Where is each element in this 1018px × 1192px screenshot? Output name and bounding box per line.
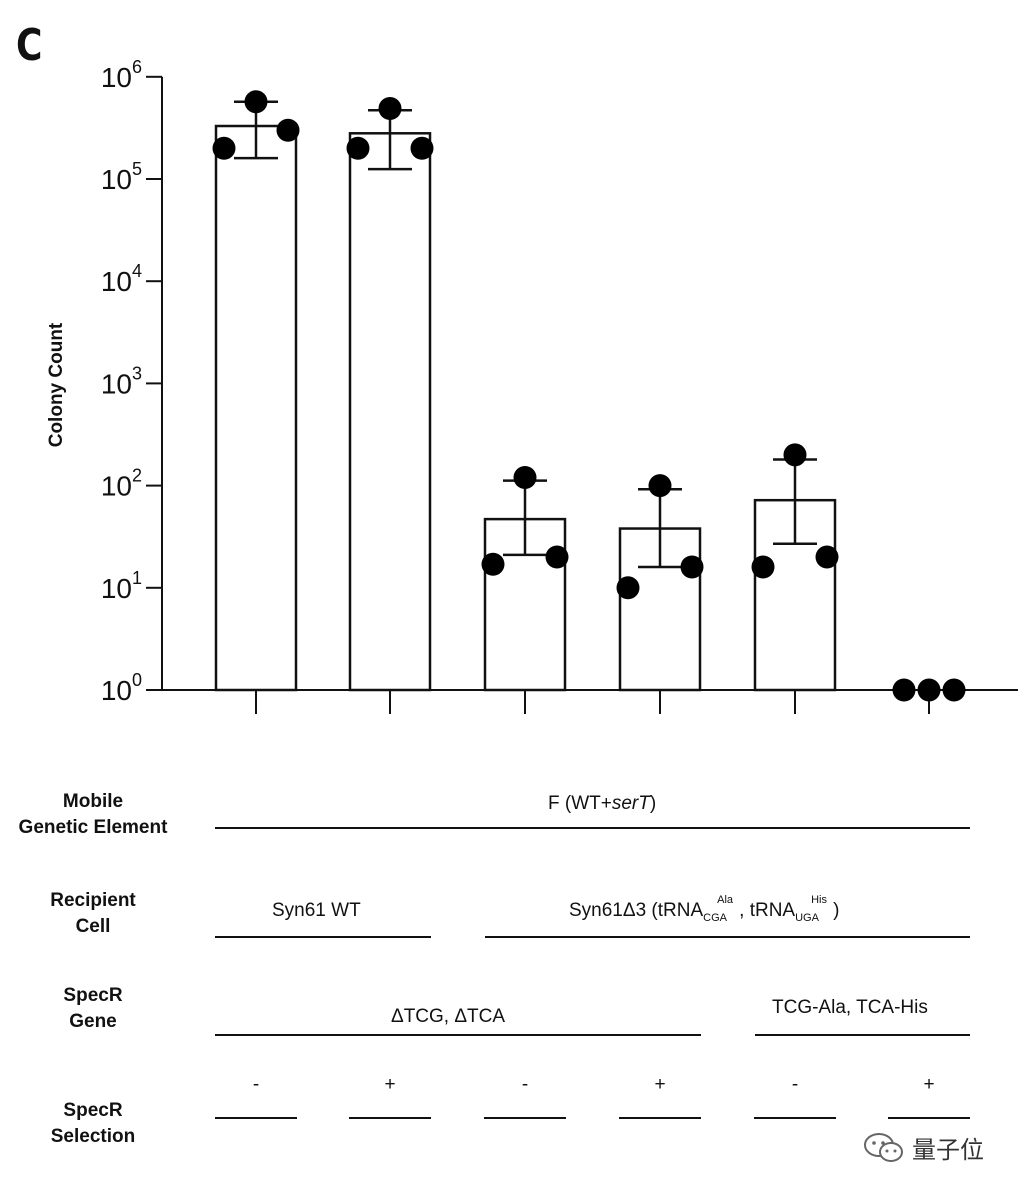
selection-line (754, 1117, 836, 1119)
data-point (751, 555, 775, 579)
recipient-group2-prefix: Syn61Δ3 (tRNA (569, 900, 704, 921)
selection-line (619, 1117, 701, 1119)
row-label-line: Cell (75, 916, 111, 937)
mobile-element-suffix: ) (649, 793, 657, 814)
selection-sign: + (384, 1074, 396, 1095)
mobile-element-prefix: F (WT+ (548, 793, 612, 814)
data-point (815, 545, 839, 569)
row-label-recipient: Recipient Cell (0, 888, 186, 940)
recipient-group1: Syn61 WT (272, 900, 361, 921)
bar (214, 124, 298, 692)
selection-line (215, 1117, 297, 1119)
selection-line (888, 1117, 970, 1119)
data-point (378, 96, 402, 120)
watermark-text: 量子位 (912, 1137, 984, 1164)
recipient-group2: Syn61Δ3 (tRNA CGA Ala , tRNA UGA His) (569, 894, 840, 924)
recipient-group2-suffix: ) (833, 900, 840, 921)
wechat-icon (864, 1132, 903, 1162)
data-point (346, 136, 370, 160)
data-point (212, 136, 236, 160)
recipient-sub1: CGA (703, 912, 727, 924)
row-label-mobile-element: Mobile Genetic Element (0, 789, 186, 841)
data-points (212, 90, 966, 702)
selection-line (484, 1117, 566, 1119)
selection-sign: + (654, 1074, 666, 1095)
row-label-line: SpecR (63, 985, 123, 1006)
selection-sign: - (791, 1074, 799, 1095)
bar (348, 132, 432, 692)
specr-gene-group1-line (215, 1034, 701, 1036)
data-point (892, 678, 916, 702)
y-tick-label: 100 (101, 670, 142, 706)
recipient-sup2: His (811, 894, 827, 906)
mobile-element-line (215, 827, 970, 829)
row-label-line: Gene (69, 1011, 117, 1032)
data-point (680, 555, 704, 579)
data-point (481, 552, 505, 576)
row-label-specr-gene: SpecR Gene (0, 983, 186, 1035)
selection-sign: - (252, 1074, 260, 1095)
specr-gene-group2-line (755, 1034, 970, 1036)
selection-line (349, 1117, 431, 1119)
data-point (616, 576, 640, 600)
y-tick-label: 104 (101, 261, 142, 297)
data-point (276, 118, 300, 142)
data-point (244, 90, 268, 114)
data-point (783, 443, 807, 467)
data-point (513, 466, 537, 490)
panel-label: C (16, 20, 43, 71)
y-tick-label: 106 (101, 57, 142, 93)
selection-sign: - (521, 1074, 529, 1095)
recipient-sub2: UGA (795, 912, 819, 924)
y-tick-label: 101 (101, 568, 142, 604)
y-tick-label: 105 (101, 159, 142, 195)
data-point (545, 545, 569, 569)
row-label-line: Genetic Element (18, 817, 168, 838)
recipient-group2-line (485, 936, 970, 938)
specr-gene-group2: TCG-Ala, TCA-His (772, 997, 928, 1018)
row-label-line: Selection (50, 1126, 136, 1147)
mobile-element-value: F (WT+serT) (548, 793, 656, 815)
data-point (410, 136, 434, 160)
y-tick-label: 102 (101, 466, 142, 502)
watermark: 量子位 (862, 1130, 984, 1165)
mobile-element-gene: serT (611, 793, 650, 814)
data-point (942, 678, 966, 702)
y-axis-label: Colony Count (46, 322, 67, 447)
row-label-line: Recipient (50, 890, 136, 911)
data-point (917, 678, 941, 702)
row-label-line: SpecR (63, 1100, 123, 1121)
row-label-line: Mobile (62, 791, 124, 812)
bars (214, 100, 837, 692)
data-point (648, 474, 672, 498)
selection-sign: + (923, 1074, 935, 1095)
recipient-group2-mid: , tRNA (739, 900, 796, 921)
recipient-group1-line (215, 936, 431, 938)
specr-gene-group1: ΔTCG, ΔTCA (391, 1006, 506, 1027)
bar-chart: 100 101 102 103 104 105 106 Colony Count (46, 57, 1018, 714)
y-tick-label: 103 (101, 363, 142, 399)
recipient-sup1: Ala (717, 894, 734, 906)
row-label-specr-selection: SpecR Selection (0, 1098, 186, 1150)
axes: 100 101 102 103 104 105 106 (101, 57, 1018, 714)
